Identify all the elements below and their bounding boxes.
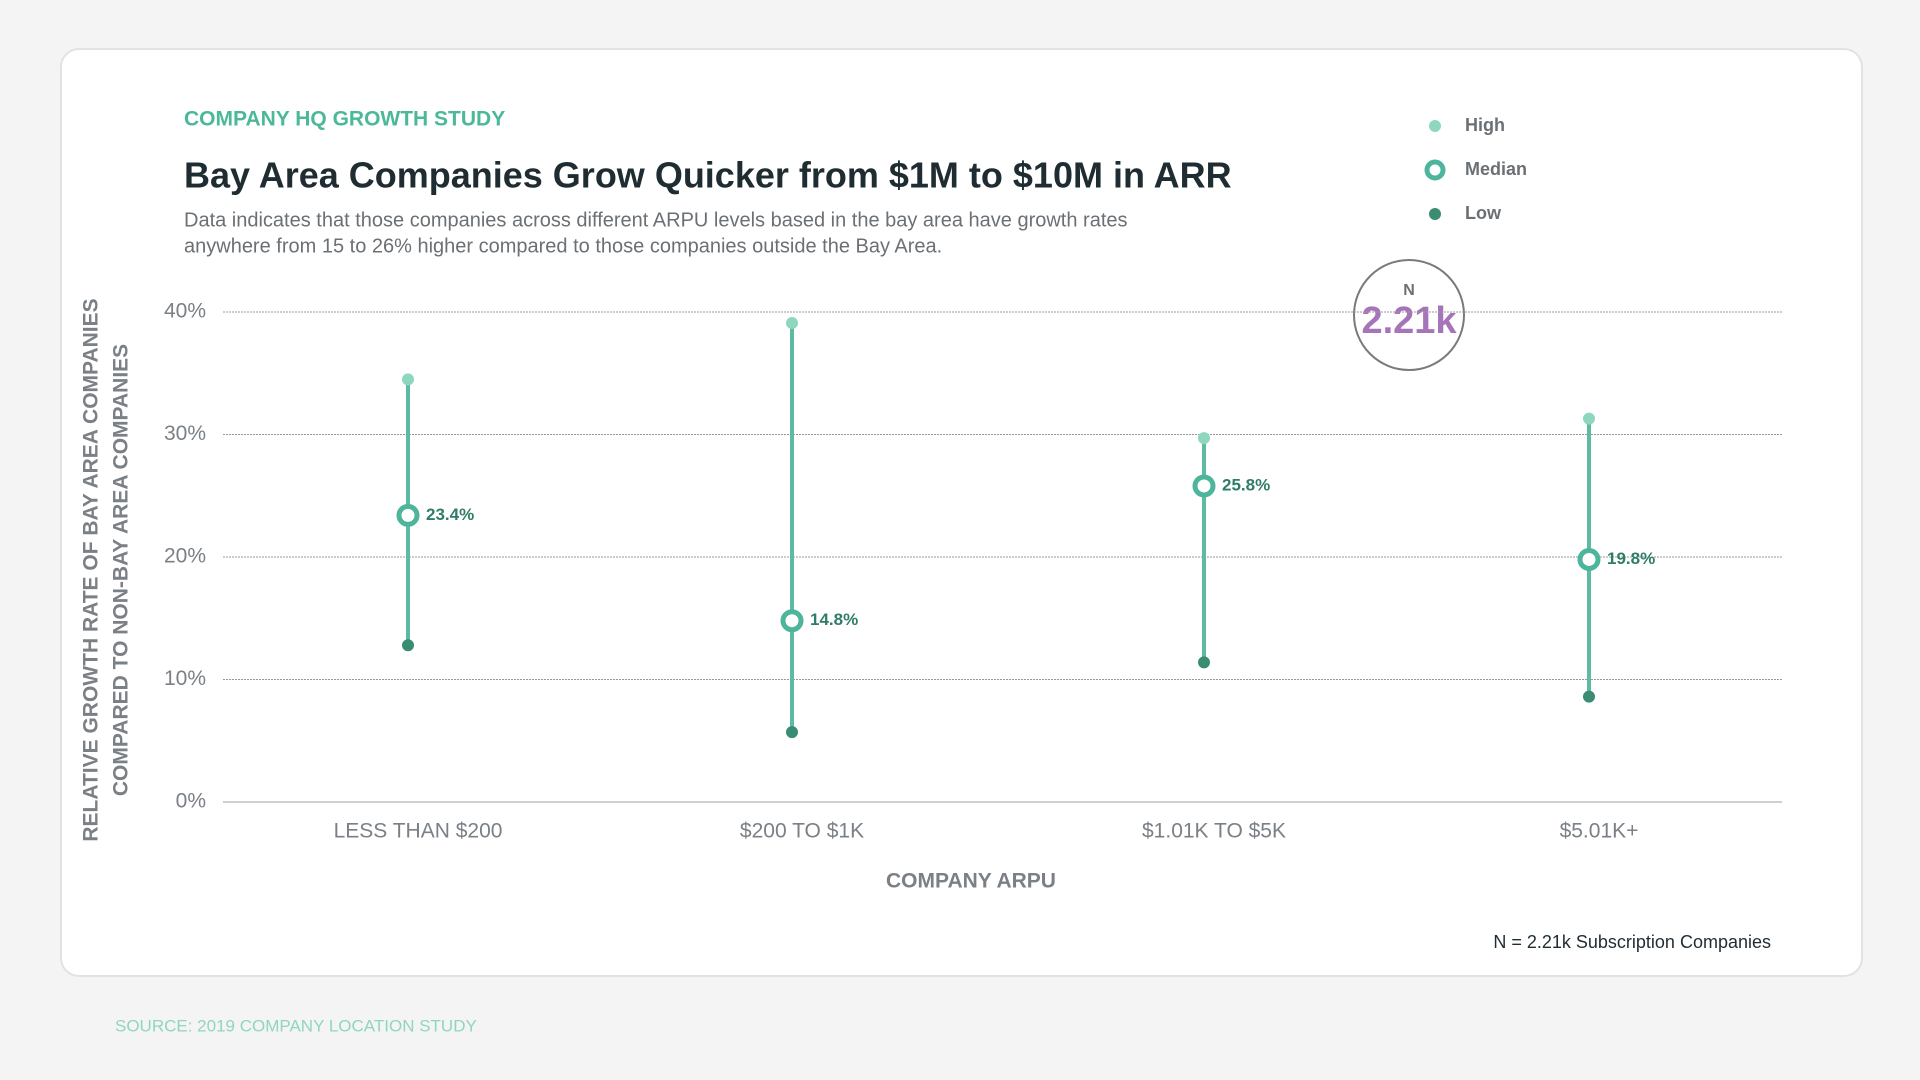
subtitle: Data indicates that those companies acro… <box>184 209 1128 231</box>
median-dot <box>1192 474 1216 498</box>
subtitle: anywhere from 15 to 26% higher compared … <box>184 235 942 257</box>
source: SOURCE: 2019 COMPANY LOCATION STUDY <box>115 1016 477 1035</box>
high-dot <box>1198 432 1210 445</box>
chart-title: Bay Area Companies Grow Quicker from $1M… <box>184 155 1232 196</box>
y-tick-label: 10% <box>164 667 206 690</box>
low-dot <box>786 726 798 739</box>
y-tick-label: 30% <box>164 422 206 445</box>
low-dot <box>1198 656 1210 669</box>
legend-label: Median <box>1465 159 1527 179</box>
legend-marker <box>1429 208 1441 220</box>
low-dot <box>1583 690 1595 703</box>
y-tick-label: 40% <box>164 300 206 323</box>
kicker: COMPANY HQ GROWTH STUDY <box>184 108 505 131</box>
x-tick-label: LESS THAN $200 <box>334 820 503 843</box>
high-dot <box>402 373 414 386</box>
median-label: 23.4% <box>426 505 474 524</box>
y-tick-label: 0% <box>176 790 206 813</box>
median-dot <box>1577 547 1601 571</box>
high-dot <box>1583 412 1595 425</box>
low-dot <box>402 639 414 652</box>
badge-value: 2.21k <box>1361 300 1457 342</box>
badge-label: N <box>1403 282 1415 299</box>
legend-marker <box>1424 159 1446 181</box>
median-dot <box>396 503 420 527</box>
y-axis-label-line: COMPARED TO NON-BAY AREA COMPANIES <box>110 344 133 796</box>
median-dot <box>780 609 804 633</box>
median-label: 25.8% <box>1222 475 1270 494</box>
legend-label: Low <box>1465 203 1502 223</box>
x-tick-label: $5.01K+ <box>1560 820 1639 843</box>
median-label: 14.8% <box>810 610 858 629</box>
median-label: 19.8% <box>1607 549 1655 568</box>
y-axis-label-line: RELATIVE GROWTH RATE OF BAY AREA COMPANI… <box>80 298 103 841</box>
x-tick-label: $200 TO $1K <box>740 820 864 843</box>
footnote: N = 2.21k Subscription Companies <box>1493 932 1771 952</box>
y-tick-label: 20% <box>164 545 206 568</box>
badge <box>1353 259 1465 371</box>
x-axis-label: COMPANY ARPU <box>886 870 1056 893</box>
y-axis-label: RELATIVE GROWTH RATE OF BAY AREA COMPANI… <box>80 298 133 841</box>
high-dot <box>786 317 798 330</box>
legend-label: High <box>1465 115 1505 135</box>
legend-marker <box>1429 120 1441 132</box>
x-tick-label: $1.01K TO $5K <box>1142 820 1286 843</box>
